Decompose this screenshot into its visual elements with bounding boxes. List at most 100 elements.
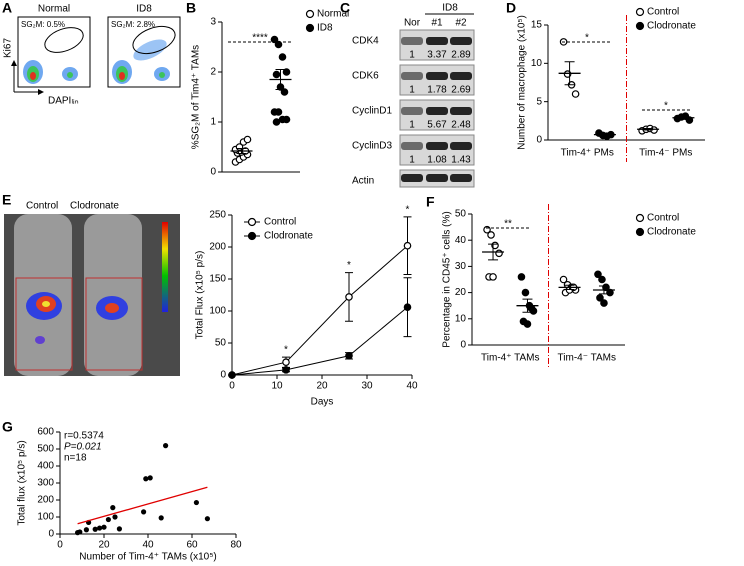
- error-bar: [564, 284, 575, 290]
- flow-cloud: [133, 39, 167, 61]
- error-bar: [598, 285, 609, 295]
- sig-label: *: [585, 33, 589, 44]
- point: [143, 476, 149, 482]
- y-tick-label: 40: [455, 235, 467, 246]
- flow-cloud: [119, 72, 125, 80]
- flow-cloud: [30, 72, 36, 80]
- band: [401, 37, 423, 45]
- band: [401, 72, 423, 80]
- error-bar: [599, 133, 610, 136]
- error-bar: [678, 116, 689, 120]
- point: [600, 299, 608, 307]
- quant-label: 3.37: [427, 50, 447, 61]
- y-tick-label: 20: [455, 287, 467, 298]
- x-tick-label: 0: [229, 381, 235, 392]
- y-tick-label: 30: [455, 261, 467, 272]
- stat-label: n=18: [64, 453, 87, 464]
- signal: [35, 336, 45, 344]
- point: [101, 524, 107, 530]
- point: [193, 499, 199, 506]
- band: [401, 107, 423, 115]
- lane-label: #2: [455, 18, 467, 29]
- band: [401, 174, 423, 182]
- stat-label: r=0.5374: [64, 431, 104, 442]
- legend-marker: [305, 9, 315, 19]
- point: [270, 35, 279, 44]
- y-tick-label: 3: [210, 17, 216, 28]
- point: [487, 231, 495, 239]
- category-label: Tim-4⁺ PMs: [561, 148, 614, 159]
- panel-label: B: [186, 0, 196, 16]
- arrow-head: [38, 89, 44, 95]
- flow-panel: Normal ID8 SG₂M: 0.5% SG₂M: 2.8% Ki: [3, 4, 181, 107]
- point: [594, 270, 602, 279]
- point: [517, 273, 526, 281]
- y-tick-label: 200: [209, 242, 226, 253]
- quant-label: 2.48: [451, 120, 471, 131]
- legend-label: ID8: [317, 23, 333, 34]
- trend-line: [77, 486, 208, 525]
- legend-marker: [247, 217, 257, 227]
- lane-label: Nor: [404, 18, 421, 29]
- y-tick-label: 50: [215, 338, 227, 349]
- y-axis-label: Total Flux (x10⁵ p/s): [195, 251, 206, 340]
- row-label: CyclinD1: [352, 106, 392, 117]
- signal: [105, 303, 119, 313]
- y-axis-label: Percentage in CD45⁺ cells (%): [442, 211, 453, 347]
- y-tick-label: 50: [455, 209, 467, 220]
- point: [403, 241, 412, 250]
- panel-label: A: [2, 0, 12, 16]
- point: [163, 443, 169, 449]
- point: [243, 135, 252, 144]
- point: [559, 275, 568, 284]
- legend-label: Control: [647, 7, 679, 18]
- gate: [132, 25, 176, 55]
- panel-label: G: [2, 419, 13, 435]
- band: [426, 37, 448, 45]
- point: [83, 527, 89, 533]
- x-tick-label: 20: [316, 381, 328, 392]
- y-axis-label: Number of macrophage (x10⁵): [517, 15, 528, 150]
- point: [282, 115, 291, 124]
- band: [450, 72, 472, 80]
- point: [282, 358, 290, 367]
- point: [345, 351, 353, 360]
- roi: [15, 277, 73, 371]
- quant-label: 1: [409, 85, 415, 96]
- point: [345, 293, 353, 301]
- legend-marker: [247, 231, 257, 241]
- point: [141, 509, 147, 515]
- band: [450, 37, 472, 45]
- legend-label: Control: [264, 217, 296, 228]
- point: [596, 294, 604, 302]
- mouse: [84, 214, 142, 376]
- western-blot: ID8 Nor #1 #2 CDK4 1 3.37 2.89 CDK6 1 1.78 2.69 Cyc…: [352, 3, 475, 188]
- sig-label: **: [504, 219, 512, 230]
- point: [523, 320, 532, 328]
- y-tick-label: 100: [37, 512, 54, 523]
- error-bar: [488, 243, 499, 261]
- point: [274, 40, 283, 49]
- y-tick-label: 0: [460, 340, 466, 351]
- band: [401, 142, 423, 150]
- y-tick-label: 2: [210, 67, 216, 78]
- point: [272, 118, 281, 126]
- point: [272, 70, 281, 79]
- legend-marker: [305, 23, 315, 33]
- flow-cloud: [67, 72, 73, 78]
- legend-marker: [635, 227, 645, 237]
- band: [426, 174, 448, 182]
- row-label: CDK4: [352, 36, 379, 47]
- flow-x-label: DAPIₗᵢₙ: [48, 96, 79, 107]
- flow-plot: SG₂M: 0.5%: [17, 16, 91, 88]
- y-tick-label: 200: [37, 495, 54, 506]
- legend-label: Control: [647, 213, 679, 224]
- point: [112, 514, 118, 520]
- sig-label: ****: [252, 33, 268, 44]
- y-tick-label: 250: [209, 210, 226, 221]
- point: [280, 88, 289, 96]
- sig-label: *: [406, 205, 410, 216]
- flow-cloud: [159, 72, 165, 78]
- x-tick-label: 40: [142, 540, 154, 551]
